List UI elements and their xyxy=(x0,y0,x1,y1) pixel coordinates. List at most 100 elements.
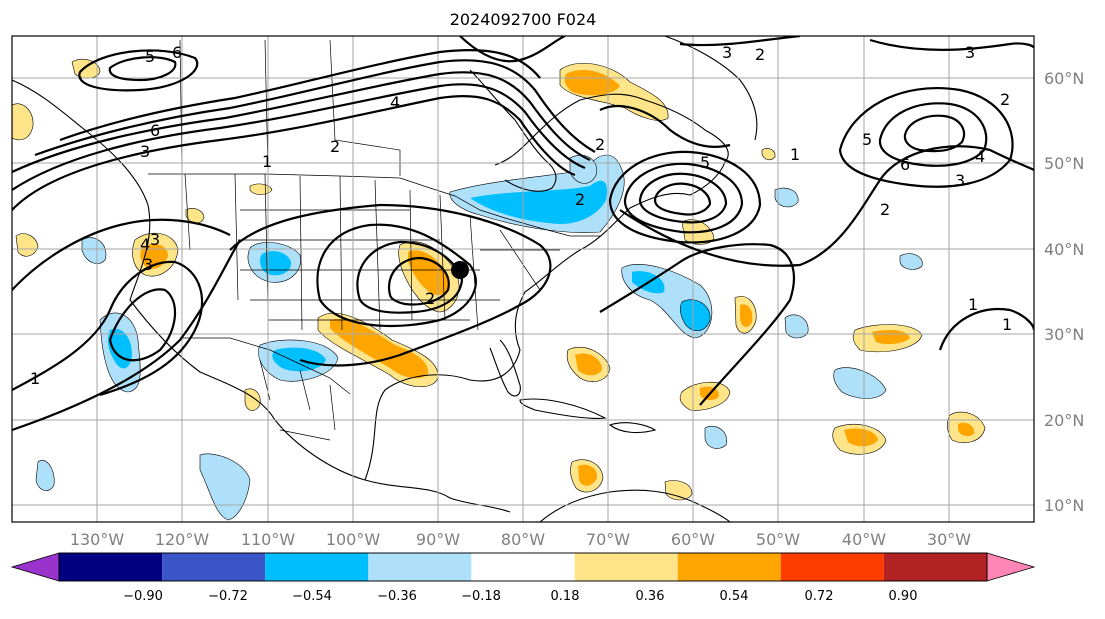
positive-anomaly-labrador-core xyxy=(564,70,620,96)
contour-subtropical-1 xyxy=(12,218,231,291)
contour-label: 2 xyxy=(595,135,605,154)
colorbar-tick-label: −0.72 xyxy=(208,589,248,604)
negative-anomaly-pacific-nw xyxy=(81,237,107,264)
negative-anomaly-azores xyxy=(899,253,923,270)
contour-newfoundland-low-2 xyxy=(623,162,744,234)
colorbar-tick-label: 0.90 xyxy=(889,589,918,604)
contour-label: 4 xyxy=(140,235,150,254)
contour-label: 2 xyxy=(330,137,340,156)
positive-anomaly-bermuda-core xyxy=(740,304,753,327)
positive-anomaly-montana xyxy=(249,183,273,195)
contour-label: 6 xyxy=(172,43,182,62)
lon-label: 120°W xyxy=(155,530,210,549)
colorbar-frame-overlay xyxy=(58,552,988,582)
negative-anomaly-pacific-south xyxy=(199,453,251,521)
contour-north-atlantic-3 xyxy=(679,36,1034,51)
positive-anomaly-cape-verde-core xyxy=(958,422,975,437)
us-canada-border xyxy=(148,173,600,237)
lat-label: 10°N xyxy=(1044,496,1084,515)
contour-alaska-high-inner xyxy=(108,56,177,82)
contour-atlantic-trough xyxy=(599,243,795,406)
contour-jet-1 xyxy=(12,94,576,211)
lat-label: 40°N xyxy=(1044,240,1084,259)
map-frame xyxy=(11,35,1035,523)
contour-label: 6 xyxy=(150,121,160,140)
colorbar-tick-label: 0.54 xyxy=(720,589,749,604)
hispaniola-coast xyxy=(608,422,657,434)
contour-label: 2 xyxy=(1000,90,1010,109)
negative-anomaly-atlantic-east xyxy=(784,314,809,339)
colorbar-tick-label: 0.72 xyxy=(805,589,834,604)
mexico-states xyxy=(259,359,336,441)
positive-anomaly-caribbean-core xyxy=(578,464,598,486)
contour-label: 3 xyxy=(955,171,965,190)
map-title: 2024092700 F024 xyxy=(450,10,597,29)
negative-anomaly-mid-atlantic xyxy=(833,367,887,399)
lon-label: 70°W xyxy=(586,530,630,549)
positive-anomaly-oregon xyxy=(185,208,205,224)
contour-label: 3 xyxy=(965,43,975,62)
contour-labrador-2 xyxy=(599,105,731,148)
lon-label: 110°W xyxy=(241,530,296,549)
contour-label: 1 xyxy=(262,152,272,171)
contour-newfoundland-low-3 xyxy=(638,172,728,224)
lon-label: 100°W xyxy=(326,530,381,549)
lon-label: 130°W xyxy=(70,530,125,549)
map-panel: 5 6 6 4 2 3 1 2 1 3 3 2 2 5 2 3 2 4 5 6 … xyxy=(12,36,1034,522)
contour-labels: 5 6 6 4 2 3 1 2 1 3 3 2 2 5 2 3 2 4 5 6 … xyxy=(30,43,1012,388)
colorbar-segment xyxy=(471,553,575,581)
lon-label: 60°W xyxy=(671,530,715,549)
contour-southwest-low-outer xyxy=(12,239,241,432)
colorbar-ticks: −0.90 −0.72 −0.54 −0.36 −0.18 0.18 0.36 … xyxy=(123,589,917,604)
lon-label: 80°W xyxy=(501,530,545,549)
lat-label: 20°N xyxy=(1044,411,1084,430)
contour-east-atlantic-1 xyxy=(938,307,1034,351)
contour-jet-3 xyxy=(12,71,591,173)
contour-newfoundland-low xyxy=(608,150,762,244)
contour-midwest-low-inner xyxy=(387,256,450,306)
colorbar-right-extension xyxy=(986,552,1036,582)
contour-label: 2 xyxy=(880,200,890,219)
colorbar-tick-label: −0.18 xyxy=(461,589,501,604)
contour-label: 4 xyxy=(390,93,400,112)
colorbar-segment xyxy=(677,553,781,581)
lat-lon-grid xyxy=(12,36,1034,522)
contour-jet-2 xyxy=(12,83,586,191)
colorbar-tick-label: −0.90 xyxy=(123,589,163,604)
positive-anomaly-pacific-west xyxy=(15,233,39,257)
florida-coast xyxy=(489,339,521,397)
lat-label: 30°N xyxy=(1044,325,1084,344)
contour-jet-5 xyxy=(59,49,541,142)
contour-label: 2 xyxy=(425,289,435,308)
lon-label: 30°W xyxy=(927,530,971,549)
contour-atlantic-ridge xyxy=(619,145,1034,267)
hudson-bay-coast xyxy=(469,69,557,192)
positive-anomaly-pacific-northwest xyxy=(12,103,34,141)
contour-southwest-low-inner xyxy=(108,288,177,362)
colorbar-tick-label: 0.18 xyxy=(551,589,580,604)
cuba-coast xyxy=(519,398,607,419)
contour-label: 2 xyxy=(575,190,585,209)
latitude-labels: 60°N 50°N 40°N 30°N 20°N 10°N xyxy=(1044,69,1084,515)
negative-anomaly-pacific-southwest xyxy=(35,460,55,491)
contour-label: 1 xyxy=(1002,315,1012,334)
colorbar-segment xyxy=(883,553,987,581)
contour-label: 5 xyxy=(862,130,872,149)
positive-anomaly-quebec xyxy=(761,148,776,161)
contour-label: 1 xyxy=(968,295,978,314)
contour-label: 3 xyxy=(150,230,160,249)
positive-anomaly-missouri-core xyxy=(408,250,450,296)
south-america-coast xyxy=(539,489,731,522)
negative-anomaly-mexico-core xyxy=(272,347,326,372)
contour-east-atlantic-low-inner xyxy=(878,102,988,167)
lat-label: 50°N xyxy=(1044,154,1084,173)
storm-center-marker xyxy=(451,261,469,279)
colorbar-tick-label: 0.36 xyxy=(636,589,665,604)
contour-label: 3 xyxy=(143,255,153,274)
contour-southwest-low xyxy=(12,260,204,397)
colorbar-segment xyxy=(265,553,369,581)
contour-arctic-2 xyxy=(459,36,566,63)
contour-east-atlantic-low xyxy=(838,87,1014,188)
contour-label: 5 xyxy=(700,153,710,172)
lon-label: 40°W xyxy=(842,530,886,549)
